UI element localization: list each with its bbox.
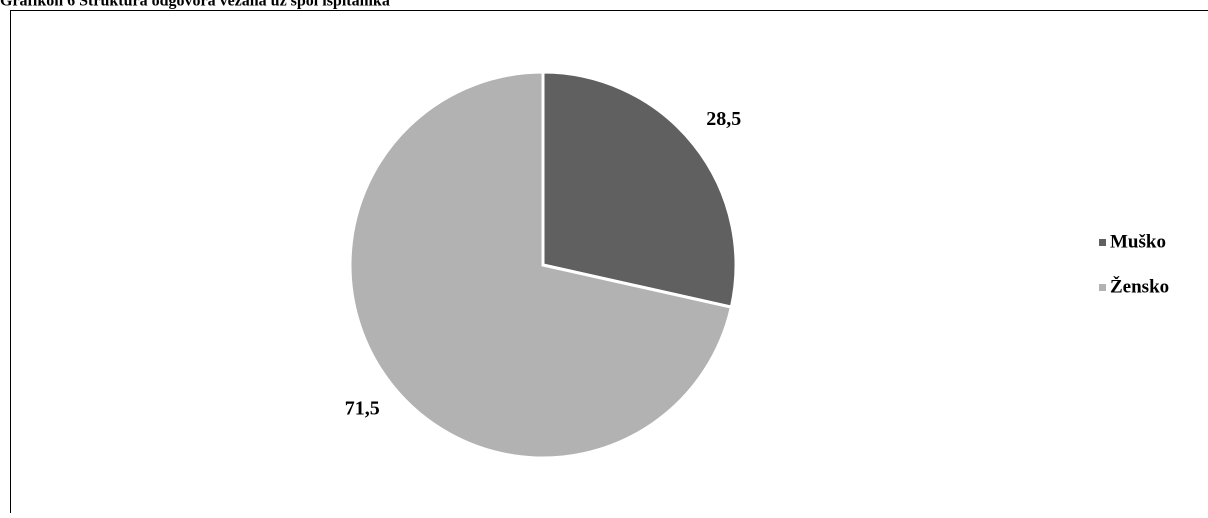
legend-label: Muško: [1110, 231, 1166, 252]
legend-swatch: [1099, 239, 1106, 246]
data-label: 28,5: [706, 108, 741, 130]
legend-swatch: [1099, 284, 1106, 291]
legend-label: Žensko: [1110, 275, 1169, 297]
chart-title: Grafikon 6 Struktura odgovora vezana uz …: [0, 0, 390, 10]
data-label: 71,5: [345, 397, 380, 419]
